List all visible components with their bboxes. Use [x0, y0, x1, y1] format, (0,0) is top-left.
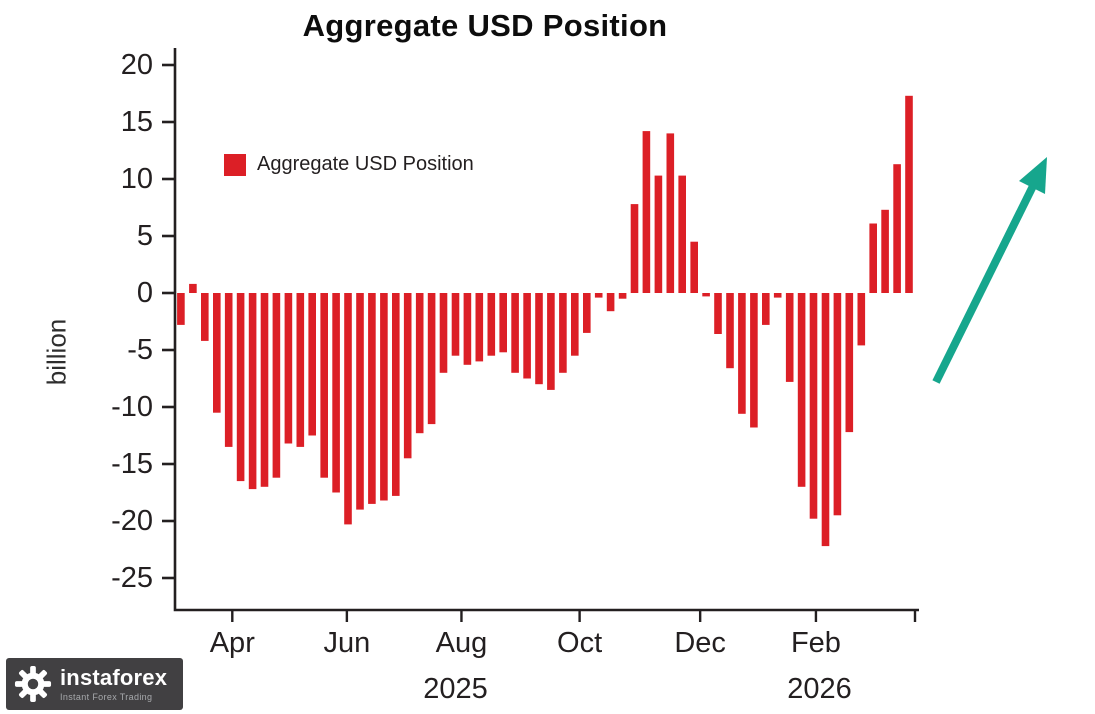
bar	[392, 293, 400, 496]
bar	[547, 293, 555, 390]
bar	[893, 164, 901, 293]
chart-title: Aggregate USD Position	[302, 8, 668, 43]
bar	[320, 293, 328, 478]
axes-group	[162, 48, 919, 622]
bar	[726, 293, 734, 369]
x-tick-label: Aug	[436, 627, 488, 659]
bar	[451, 293, 460, 356]
bar	[762, 293, 770, 325]
bar	[308, 293, 316, 436]
y-tick-label: 0	[137, 277, 153, 309]
bar	[272, 293, 281, 478]
bar	[523, 293, 531, 379]
bar	[642, 131, 651, 293]
y-tick-label: 5	[137, 220, 153, 252]
y-tick-label: -25	[111, 562, 153, 594]
bar	[702, 293, 710, 297]
bar	[594, 293, 603, 298]
logo-tagline: Instant Forex Trading	[60, 691, 153, 702]
y-tick-label: -15	[111, 448, 153, 480]
y-tick-label: 10	[121, 163, 153, 195]
bar	[439, 293, 448, 373]
bar	[260, 293, 269, 487]
bars-group	[177, 95, 913, 547]
bar	[296, 293, 305, 447]
bar	[857, 293, 866, 346]
bar	[559, 293, 567, 373]
x-tick-label: Jun	[323, 627, 370, 659]
bar	[248, 293, 257, 490]
x-tick-label: Apr	[210, 627, 255, 659]
tick-labels-group: 20 15 10 5 0 -5 -10 -15 -20 -25 Apr Jun Aug Oct Dec Feb…	[111, 49, 852, 705]
bar	[571, 293, 579, 356]
bar	[666, 133, 675, 293]
bar	[463, 293, 472, 365]
bar	[236, 293, 245, 482]
bar	[654, 175, 663, 293]
bar	[415, 293, 424, 434]
legend: Aggregate USD Position	[224, 153, 474, 176]
bar	[869, 223, 877, 293]
bar	[821, 293, 830, 547]
bar	[499, 293, 507, 353]
bar	[356, 293, 364, 510]
legend-swatch	[224, 153, 246, 176]
bar	[368, 293, 376, 504]
gear-icon	[14, 665, 52, 703]
bar	[189, 283, 197, 293]
y-tick-label: -5	[127, 334, 153, 366]
x-tick-label: Oct	[557, 627, 602, 659]
bar	[475, 293, 484, 362]
bar	[224, 293, 233, 447]
x-tick-label: Feb	[791, 627, 841, 659]
bar	[583, 293, 591, 333]
bar	[785, 293, 794, 382]
bar	[678, 175, 686, 293]
x-tick-label: Dec	[674, 627, 726, 659]
bar	[833, 293, 842, 516]
bar	[797, 293, 806, 487]
year-label: 2025	[423, 673, 488, 705]
bar	[284, 293, 293, 444]
bar	[905, 95, 913, 293]
bar	[690, 241, 698, 293]
bar	[618, 293, 627, 299]
y-tick-label: -10	[111, 391, 153, 423]
bar	[427, 293, 436, 425]
bar	[511, 293, 519, 373]
bar	[750, 293, 758, 428]
y-axis-label: billion	[41, 318, 72, 386]
bar	[738, 293, 746, 414]
bar	[213, 293, 221, 413]
bar	[606, 293, 615, 312]
bar	[714, 293, 722, 334]
y-tick-label: -20	[111, 505, 153, 537]
bar	[630, 204, 639, 293]
bar	[380, 293, 388, 501]
bar	[487, 293, 496, 356]
logo-name: instaforex	[60, 664, 168, 690]
bar	[535, 293, 543, 385]
y-tick-label: 15	[121, 106, 153, 138]
up-trend-arrow-icon	[932, 157, 1047, 384]
bar	[845, 293, 854, 433]
bar	[809, 293, 818, 519]
bar	[881, 209, 889, 293]
bar	[201, 293, 209, 341]
year-label: 2026	[787, 673, 852, 705]
bar	[344, 293, 352, 525]
bar	[332, 293, 340, 493]
instaforex-logo: instaforex Instant Forex Trading	[6, 658, 184, 710]
y-tick-label: 20	[121, 49, 153, 81]
bar	[177, 293, 185, 325]
bar	[403, 293, 412, 459]
bar	[773, 293, 782, 298]
legend-label: Aggregate USD Position	[257, 153, 474, 175]
